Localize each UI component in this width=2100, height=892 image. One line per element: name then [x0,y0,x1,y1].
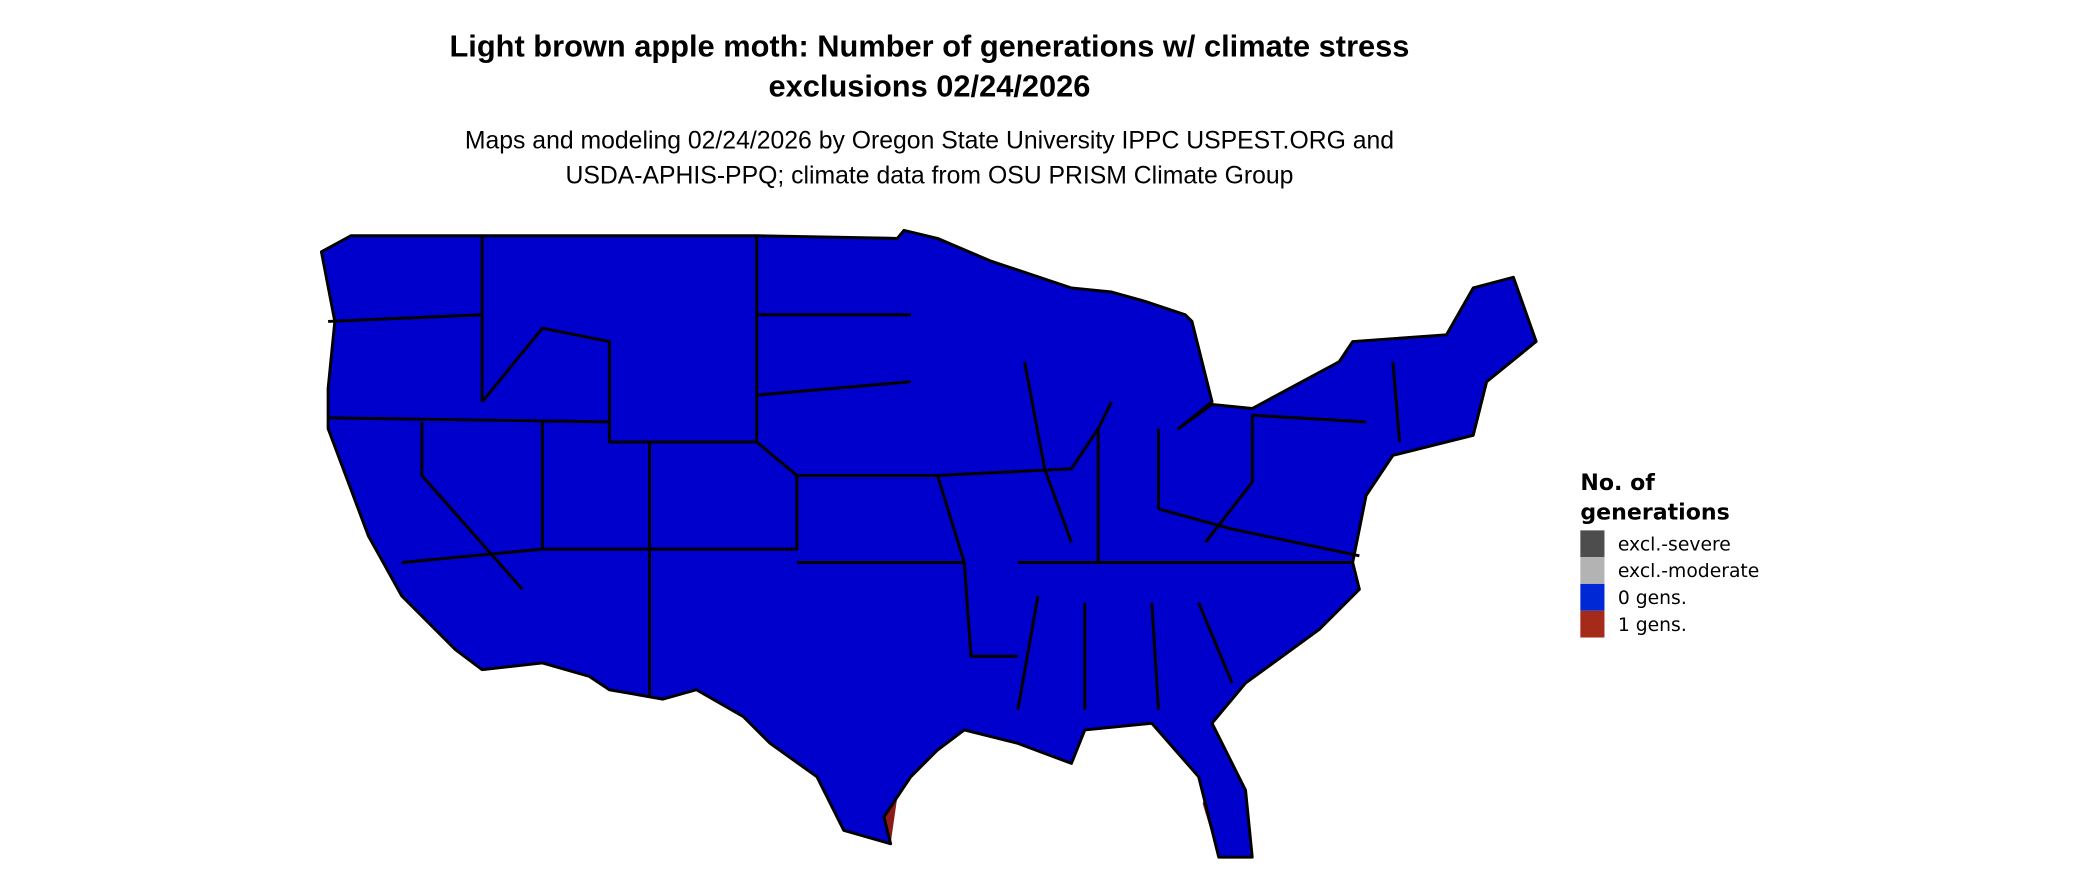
legend-label-0-gens: 0 gens. [1618,588,1687,609]
map-subtitle-line1: Maps and modeling 02/24/2026 by Oregon S… [465,128,1394,155]
map-title-line2: exclusions 02/24/2026 [769,68,1091,103]
legend-title-line1: No. of [1580,470,1655,496]
legend-label-1-gens: 1 gens. [1618,615,1687,636]
map-title-line1: Light brown apple moth: Number of genera… [449,28,1409,63]
legend-label-excl-moderate: excl.-moderate [1618,561,1759,582]
legend-swatch-excl-severe [1580,530,1605,558]
legend-swatch-0-gens [1580,583,1605,611]
legend-title-line2: generations [1580,500,1729,526]
legend-label-excl-severe: excl.-severe [1618,534,1731,555]
legend: No. of generations excl.-severe excl.-mo… [1580,470,1759,638]
legend-swatch-excl-moderate [1580,557,1605,584]
us-map [319,228,1538,859]
map-subtitle-line2: USDA-APHIS-PPQ; climate data from OSU PR… [565,163,1293,190]
state-borders [319,228,1538,859]
legend-swatch-1-gens [1580,610,1605,638]
